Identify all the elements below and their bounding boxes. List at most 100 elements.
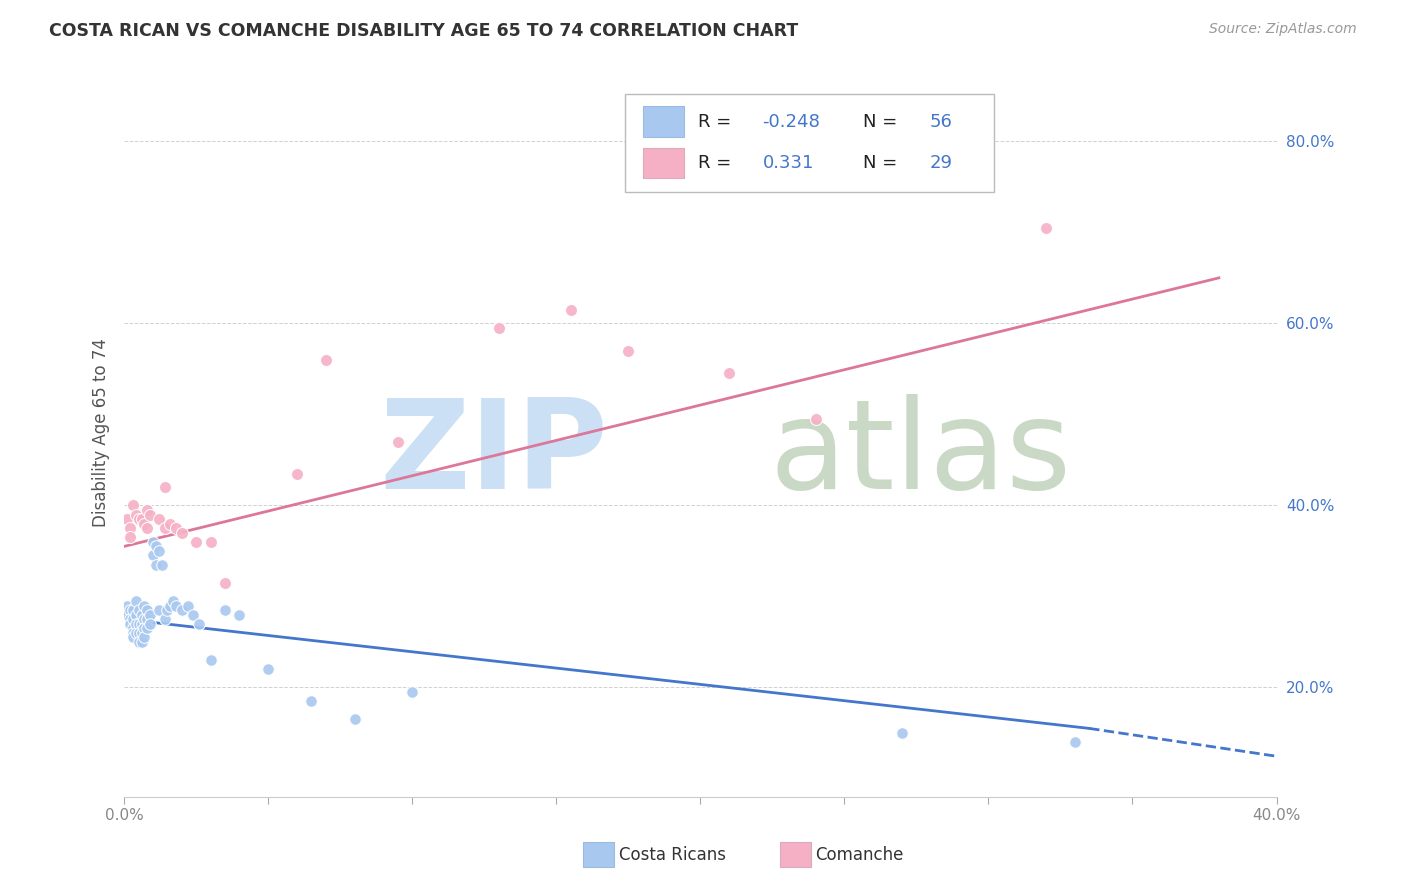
Point [387, 434, 409, 449]
Text: 56: 56 [929, 112, 952, 130]
Point [131, 512, 153, 526]
Point [165, 521, 187, 535]
Point [121, 603, 143, 617]
Point [139, 508, 162, 522]
Text: R =: R = [697, 112, 737, 130]
Point [131, 616, 153, 631]
Point [560, 302, 582, 317]
FancyBboxPatch shape [626, 94, 994, 193]
Point [145, 558, 167, 572]
Point [162, 594, 184, 608]
Point [136, 503, 159, 517]
Point [1063, 735, 1085, 749]
Point [285, 467, 308, 481]
Point [159, 516, 181, 531]
Point [200, 534, 222, 549]
Point [121, 621, 143, 635]
Point [115, 512, 138, 526]
Point [148, 544, 170, 558]
Point [139, 607, 162, 622]
FancyBboxPatch shape [643, 106, 685, 137]
Point [118, 616, 141, 631]
Point [153, 612, 176, 626]
Point [186, 534, 208, 549]
Point [343, 712, 366, 726]
FancyBboxPatch shape [643, 148, 685, 178]
Point [891, 726, 914, 740]
Text: 29: 29 [929, 154, 953, 172]
Text: N =: N = [863, 154, 903, 172]
Point [118, 603, 141, 617]
Point [148, 512, 170, 526]
Point [488, 321, 510, 335]
Point [121, 612, 143, 626]
Point [125, 616, 148, 631]
Point [128, 616, 150, 631]
Point [150, 558, 173, 572]
Text: -0.248: -0.248 [762, 112, 821, 130]
Point [134, 612, 156, 626]
Point [188, 616, 211, 631]
Point [131, 635, 153, 649]
Point [804, 412, 827, 426]
Point [128, 603, 150, 617]
Point [153, 480, 176, 494]
Text: Source: ZipAtlas.com: Source: ZipAtlas.com [1209, 22, 1357, 37]
Point [125, 607, 148, 622]
Point [301, 694, 323, 708]
Text: Comanche: Comanche [815, 846, 904, 863]
Point [170, 525, 193, 540]
Point [131, 625, 153, 640]
Point [145, 540, 167, 554]
Text: N =: N = [863, 112, 903, 130]
Point [136, 603, 159, 617]
Point [228, 607, 250, 622]
Text: 0.331: 0.331 [762, 154, 814, 172]
Point [118, 530, 141, 544]
Point [257, 662, 280, 676]
Point [142, 534, 165, 549]
Point [142, 549, 165, 563]
Point [118, 612, 141, 626]
Point [125, 625, 148, 640]
Point [1035, 220, 1057, 235]
Point [136, 521, 159, 535]
Point [315, 352, 337, 367]
Point [165, 599, 187, 613]
Text: Costa Ricans: Costa Ricans [619, 846, 725, 863]
Point [214, 575, 236, 590]
Point [128, 625, 150, 640]
Text: atlas: atlas [769, 394, 1071, 515]
Y-axis label: Disability Age 65 to 74: Disability Age 65 to 74 [93, 338, 110, 527]
Point [121, 499, 143, 513]
Point [183, 607, 205, 622]
Point [121, 625, 143, 640]
Point [718, 367, 741, 381]
Point [136, 621, 159, 635]
Point [148, 603, 170, 617]
Point [115, 607, 138, 622]
Point [136, 612, 159, 626]
Text: R =: R = [697, 154, 737, 172]
Point [128, 512, 150, 526]
Point [401, 685, 423, 699]
Text: ZIP: ZIP [380, 394, 609, 515]
Point [115, 599, 138, 613]
Point [139, 616, 162, 631]
Point [125, 508, 148, 522]
Point [170, 603, 193, 617]
Point [131, 607, 153, 622]
Point [134, 621, 156, 635]
Point [134, 516, 156, 531]
Point [176, 599, 198, 613]
Point [156, 603, 179, 617]
Point [153, 521, 176, 535]
Point [134, 599, 156, 613]
Point [134, 631, 156, 645]
Point [214, 603, 236, 617]
Point [128, 635, 150, 649]
Point [125, 594, 148, 608]
Text: COSTA RICAN VS COMANCHE DISABILITY AGE 65 TO 74 CORRELATION CHART: COSTA RICAN VS COMANCHE DISABILITY AGE 6… [49, 22, 799, 40]
Point [617, 343, 640, 358]
Point [200, 653, 222, 667]
